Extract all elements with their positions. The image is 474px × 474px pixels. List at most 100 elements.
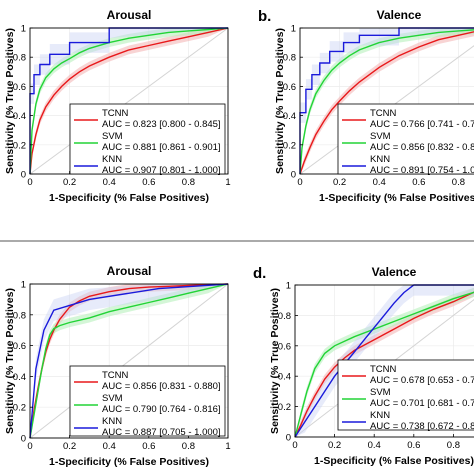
y-axis-label: Sensitivity (% True Positives) [4, 288, 16, 434]
x-tick-label: 0 [297, 177, 302, 188]
y-axis-label: Sensitivity (% True Positives) [274, 28, 286, 174]
x-tick-label: 0.8 [452, 177, 465, 188]
legend-series-name: SVM [102, 131, 123, 142]
y-tick-label: 0.8 [278, 311, 291, 322]
x-axis-label: 1-Specificity (% False Positives) [319, 192, 474, 204]
x-tick-label: 0.4 [368, 440, 381, 451]
legend-auc-text: AUC = 0.907 [0.801 - 1.000] [102, 165, 221, 176]
legend-series-name: TCNN [370, 108, 397, 119]
y-tick-label: 1 [291, 24, 296, 35]
legend-series-name: KNN [102, 416, 122, 427]
panel-title: Valence [372, 265, 417, 279]
confidence-band-tcnn [295, 287, 474, 437]
x-tick-label: 1 [225, 177, 230, 188]
x-tick-label: 0.6 [407, 440, 420, 451]
roc-curve-tcnn [299, 31, 474, 175]
roc-curve-svm [294, 291, 474, 438]
legend-box [337, 359, 474, 431]
panel-title: Arousal [107, 8, 152, 22]
confidence-band-svm [30, 284, 228, 438]
legend-series-name: SVM [370, 131, 391, 142]
y-axis-label: Sensitivity (% True Positives) [269, 288, 281, 434]
x-tick-label: 0.8 [182, 441, 195, 452]
legend-auc-text: AUC = 0.891 [0.754 - 1.0 [370, 165, 474, 176]
legend-auc-text: AUC = 0.856 [0.831 - 0.880] [102, 381, 221, 392]
legend-auc-text: AUC = 0.790 [0.764 - 0.816] [102, 404, 221, 415]
x-tick-label: 0.4 [103, 441, 116, 452]
roc-curve-knn [299, 27, 474, 174]
x-tick-label: 0.4 [373, 177, 386, 188]
axes-frame [29, 283, 229, 439]
y-tick-label: 0.6 [283, 82, 296, 93]
legend-box [337, 103, 474, 175]
roc-panel-2: 00.20.40.60.8100.20.40.60.81Valenceb.1-S… [258, 8, 474, 204]
y-tick-label: 1 [286, 281, 291, 292]
roc-curve-knn [29, 27, 228, 174]
chance-line [29, 27, 229, 175]
x-tick-label: 0.4 [103, 177, 116, 188]
y-tick-label: 0.8 [283, 53, 296, 64]
x-axis-label: 1-Specificity (% False Positives) [49, 456, 209, 468]
legend-series-name: SVM [102, 393, 123, 404]
x-tick-label: 0.8 [447, 440, 460, 451]
y-tick-label: 0.6 [278, 341, 291, 352]
legend-auc-text: AUC = 0.823 [0.800 - 0.845] [102, 119, 221, 130]
axes-frame [294, 284, 474, 438]
y-tick-label: 1 [21, 280, 26, 291]
legend-series-name: TCNN [370, 364, 397, 375]
y-tick-label: 0.2 [13, 403, 26, 414]
roc-panel-3: 0 0.2 0.4 0.6 0.8 1 0 0.2 0.4 0.6 0.8 1 Arousal 1-Spe… [4, 264, 231, 468]
legend-auc-text: AUC = 0.678 [0.653 - 0.7 [370, 375, 474, 386]
y-tick-label: 0.4 [13, 372, 26, 383]
y-tick-label: 0.4 [283, 111, 296, 122]
roc-curve-tcnn [29, 27, 229, 175]
y-tick-label: 0.2 [278, 402, 291, 413]
x-tick-label: 0.2 [63, 177, 76, 188]
x-tick-label: 0 [27, 441, 32, 452]
roc-panel-1: 0 0.2 0.4 0.6 0.8 1 0 0.2 0.4 0.6 0.8 1 Arousal 1-Spe… [4, 8, 231, 204]
roc-curve-svm [299, 29, 474, 175]
y-tick-label: 0 [21, 434, 26, 445]
x-tick-label: 0.6 [412, 177, 425, 188]
panel-title: Valence [377, 8, 422, 22]
legend-auc-text: AUC = 0.887 [0.705 - 1.000] [102, 427, 221, 438]
y-tick-label: 0.6 [13, 341, 26, 352]
x-tick-label: 0.2 [333, 177, 346, 188]
legend-auc-text: AUC = 0.856 [0.832 - 0.8 [370, 142, 474, 153]
x-tick-label: 1 [225, 441, 230, 452]
legend-auc-text: AUC = 0.701 [0.681 - 0.7 [370, 398, 474, 409]
legend-series-name: KNN [102, 154, 122, 165]
chance-line [299, 45, 474, 175]
y-tick-label: 0.2 [283, 140, 296, 151]
roc-curve-tcnn [294, 291, 474, 438]
roc-curve-knn [29, 283, 229, 439]
x-tick-label: 0.8 [182, 177, 195, 188]
panel-label: d. [253, 265, 266, 282]
x-tick-label: 0.2 [63, 441, 76, 452]
x-tick-label: 0 [27, 177, 32, 188]
y-axis-label: Sensitivity (% True Positives) [4, 28, 16, 174]
x-axis-label: 1-Specificity (% False Positives) [314, 455, 474, 467]
y-tick-label: 1 [21, 24, 26, 35]
legend-box [69, 365, 226, 437]
roc-panel-4: 00.20.40.60.8100.20.40.60.81Valenced.1-S… [253, 265, 474, 467]
y-tick-label: 0.2 [13, 140, 26, 151]
y-tick-label: 0.8 [13, 53, 26, 64]
legend-series-name: KNN [370, 410, 390, 421]
confidence-band-svm [300, 28, 474, 174]
x-tick-label: 0.2 [328, 440, 341, 451]
panel-title: Arousal [107, 264, 152, 278]
y-tick-label: 0.6 [13, 82, 26, 93]
legend-series-name: KNN [370, 154, 390, 165]
panel-label: b. [258, 8, 271, 25]
legend-auc-text: AUC = 0.881 [0.861 - 0.901] [102, 142, 221, 153]
legend-box [69, 103, 226, 175]
roc-curve-svm [29, 27, 229, 175]
y-tick-label: 0 [21, 170, 26, 181]
x-tick-label: 0 [292, 440, 297, 451]
x-tick-label: 0.6 [142, 177, 155, 188]
